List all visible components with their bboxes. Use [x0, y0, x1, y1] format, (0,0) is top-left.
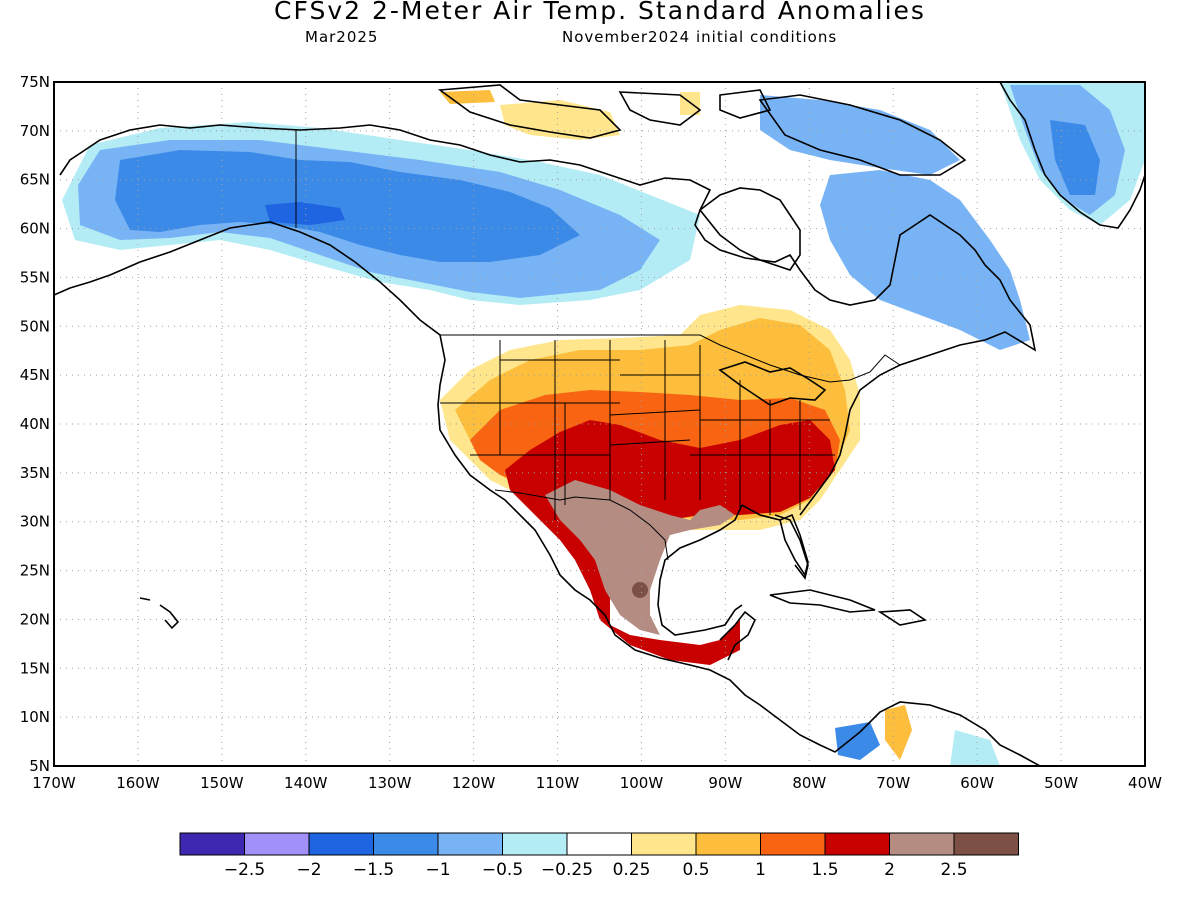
region-warm-arctic: [500, 100, 620, 140]
coast-florida: [774, 514, 809, 580]
valid-month-label: Mar2025: [305, 28, 379, 46]
region-cold-greenland: [1050, 120, 1100, 195]
region-cold-colombia: [835, 722, 880, 760]
lon-label: 110W: [536, 774, 580, 792]
init-conditions-label: November2024 initial conditions: [562, 28, 838, 46]
region-warm-darkbrown: [632, 582, 648, 598]
lon-label: 70W: [876, 774, 910, 792]
colorbar-label: −1: [425, 860, 450, 880]
lat-label: 50N: [20, 317, 50, 335]
colorbar-swatch: [244, 832, 310, 856]
colorbar-swatch: [502, 832, 568, 856]
political-borders: [295, 130, 901, 561]
colorbar-swatch: [631, 832, 697, 856]
colorbar-label: 1.5: [811, 860, 838, 880]
longitude-labels: 170W 160W 150W 140W 130W 120W 110W 100W 90W 80W 70…: [32, 774, 1162, 792]
lon-label: 80W: [792, 774, 826, 792]
lat-label: 30N: [20, 513, 50, 531]
coast-baffin: [758, 94, 967, 176]
lon-label: 130W: [368, 774, 412, 792]
map-title: CFSv2 2-Meter Air Temp. Standard Anomali…: [274, 0, 926, 25]
coast-hispaniola: [877, 609, 928, 626]
lon-label: 100W: [620, 774, 664, 792]
lat-label: 65N: [20, 171, 50, 189]
coast-cuba: [769, 589, 876, 613]
lon-label: 40W: [1128, 774, 1162, 792]
lon-label: 60W: [960, 774, 994, 792]
coast-hudson-bay: [698, 187, 801, 271]
colorbar: [179, 832, 1019, 856]
border-us-canada: [440, 334, 901, 383]
colorbar-label: −2.5: [224, 860, 265, 880]
colorbar-swatch: [824, 832, 890, 856]
colorbar-swatch: [889, 832, 955, 856]
colorbar-label: −0.25: [541, 860, 593, 880]
coastlines: [54, 82, 1145, 766]
colorbar-swatch: [308, 832, 374, 856]
lat-label: 10N: [20, 708, 50, 726]
colorbar-label: 2: [884, 860, 895, 880]
coast-hawaii: [139, 597, 180, 630]
lon-label: 150W: [200, 774, 244, 792]
lon-label: 170W: [32, 774, 76, 792]
region-cold-alaska: [115, 150, 580, 262]
lat-label: 25N: [20, 562, 50, 580]
colorbar-label: 1: [755, 860, 766, 880]
latitude-labels: 75N 70N 65N 60N 55N 50N 45N 40N 35N 30N 25N 20N 15N 1…: [20, 73, 50, 775]
lat-label: 15N: [20, 659, 50, 677]
lon-label: 140W: [284, 774, 328, 792]
colorbar-labels: −2.5 −2 −1.5 −1 −0.5 −0.25 0.25 0.5 1 1.5 2 2.5: [224, 860, 968, 880]
colorbar-label: 2.5: [940, 860, 967, 880]
colorbar-label: −2: [296, 860, 321, 880]
plot-frame: [53, 81, 1146, 767]
region-warm-venezuela: [885, 705, 912, 760]
colorbar-label: 0.5: [682, 860, 709, 880]
lat-label: 75N: [20, 73, 50, 91]
region-cold-yukon-core: [265, 202, 345, 225]
region-cold-baffin: [760, 95, 960, 175]
region-cold-guyana: [950, 730, 1000, 766]
coast-great-lakes: [718, 361, 827, 406]
colorbar-label: −1.5: [353, 860, 394, 880]
colorbar-label: 0.25: [613, 860, 651, 880]
border-states-horizontal: [440, 359, 835, 456]
colorbar-swatch: [695, 832, 761, 856]
lon-label: 50W: [1044, 774, 1078, 792]
region-warm-brown: [545, 480, 735, 635]
lat-label: 35N: [20, 464, 50, 482]
lon-label: 90W: [708, 774, 742, 792]
lat-label: 40N: [20, 415, 50, 433]
colorbar-swatch: [437, 832, 503, 856]
colorbar-swatch: [760, 832, 826, 856]
colorbar-swatch: [373, 832, 439, 856]
colorbar-label: −0.5: [482, 860, 523, 880]
coast-arctic-islands: [437, 84, 772, 139]
coast-north-america: [54, 124, 1037, 753]
lon-label: 160W: [116, 774, 160, 792]
coast-greenland: [999, 82, 1145, 229]
lat-label: 45N: [20, 366, 50, 384]
lat-label: 70N: [20, 122, 50, 140]
lat-label: 20N: [20, 610, 50, 628]
lat-label: 5N: [29, 757, 50, 775]
coast-south-america: [859, 701, 1041, 766]
lat-label: 55N: [20, 268, 50, 286]
colorbar-swatch: [179, 832, 245, 856]
colorbar-swatch: [566, 832, 632, 856]
border-states-vertical: [499, 340, 801, 520]
region-warm-red: [505, 420, 835, 665]
lat-label: 60N: [20, 220, 50, 238]
lon-label: 120W: [452, 774, 496, 792]
colorbar-swatch: [953, 832, 1019, 856]
